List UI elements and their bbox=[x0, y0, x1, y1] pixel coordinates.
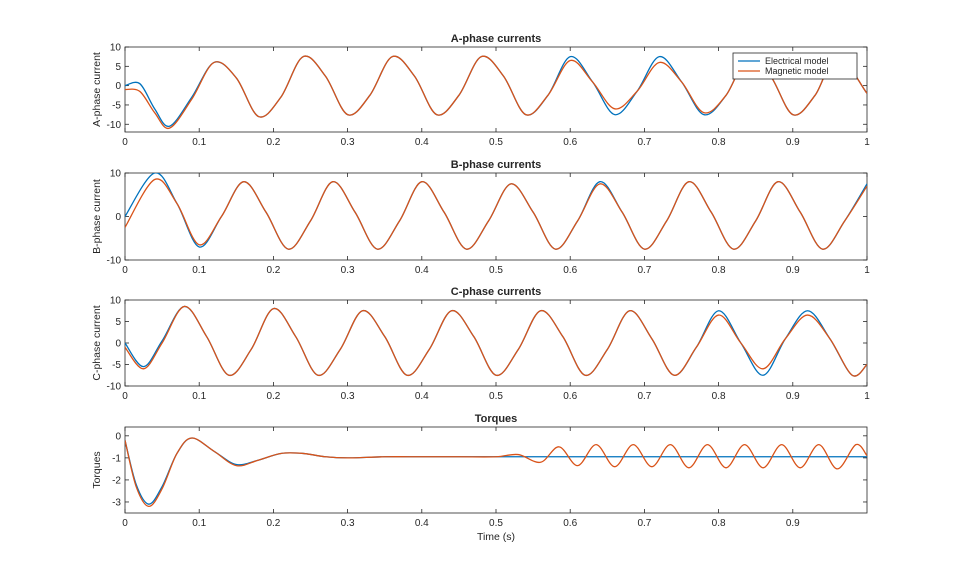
series-group bbox=[125, 305, 867, 377]
x-tick-label: 0.7 bbox=[637, 265, 651, 276]
y-tick-label: -1 bbox=[112, 453, 121, 464]
x-tick-label: 0.1 bbox=[192, 137, 206, 148]
subplot-2: 0 0.1 0.2 0.3 0.4 0.5 0.6 0.7 0.8 0.9 1100-10B-pha… bbox=[91, 159, 870, 276]
y-tick-label: -5 bbox=[112, 100, 121, 111]
y-tick-label: 0 bbox=[115, 339, 121, 350]
x-tick-label: 1 bbox=[864, 265, 870, 276]
x-tick-label: 0 bbox=[122, 391, 128, 402]
legend-label: Electrical model bbox=[765, 56, 829, 66]
x-tick-label: 0.8 bbox=[712, 265, 726, 276]
x-tick-label: 0.6 bbox=[563, 518, 577, 529]
y-tick-label: 0 bbox=[115, 81, 121, 92]
series-group bbox=[125, 437, 867, 508]
y-tick-label: -5 bbox=[112, 360, 121, 371]
series-line-magnetic-model bbox=[125, 178, 867, 250]
x-tick-label: 0.4 bbox=[415, 391, 429, 402]
y-tick-label: -10 bbox=[107, 256, 122, 267]
series-line-magnetic-model bbox=[125, 55, 867, 130]
subplot-title: A-phase currents bbox=[451, 33, 541, 45]
y-axis-label: Torques bbox=[91, 451, 103, 488]
x-tick-label: 0.5 bbox=[489, 137, 503, 148]
subplot-title: B-phase currents bbox=[451, 159, 541, 171]
x-tick-label: 0.8 bbox=[712, 518, 726, 529]
y-tick-label: 0 bbox=[115, 212, 121, 223]
series-line-magnetic-model bbox=[125, 305, 867, 377]
x-tick-label: 0.1 bbox=[192, 265, 206, 276]
y-tick-label: -2 bbox=[112, 475, 121, 486]
x-tick-label: 0.9 bbox=[786, 137, 800, 148]
x-tick-label: 1 bbox=[864, 137, 870, 148]
legend-box bbox=[732, 52, 858, 80]
x-tick-label: 0.1 bbox=[192, 518, 206, 529]
y-tick-label: -10 bbox=[107, 120, 122, 131]
x-tick-label: 0.2 bbox=[266, 137, 280, 148]
x-tick-label: 0.4 bbox=[415, 265, 429, 276]
y-axis-label: C-phase current bbox=[91, 305, 103, 380]
x-tick-label: 0.7 bbox=[637, 137, 651, 148]
x-tick-label: 0.3 bbox=[341, 265, 355, 276]
x-tick-label: 0 bbox=[122, 265, 128, 276]
x-tick-label: 0.3 bbox=[341, 137, 355, 148]
x-tick-label: 0.3 bbox=[341, 391, 355, 402]
x-tick-label: 0.2 bbox=[266, 518, 280, 529]
x-tick-label: 0.1 bbox=[192, 391, 206, 402]
x-tick-label: 0.2 bbox=[266, 265, 280, 276]
subplot-4: 0 0.1 0.2 0.3 0.4 0.5 0.6 0.7 0.8 0.9 0 -1 -2 -3 Torqu… bbox=[91, 413, 868, 543]
y-tick-label: 5 bbox=[115, 317, 121, 328]
subplot-title: Torques bbox=[475, 413, 518, 425]
x-tick-label: 0.7 bbox=[637, 518, 651, 529]
y-tick-label: 0 bbox=[115, 431, 121, 442]
y-axis-label: B-phase current bbox=[91, 179, 103, 254]
x-tick-label: 0.5 bbox=[489, 391, 503, 402]
x-tick-label: 0.8 bbox=[712, 391, 726, 402]
x-tick-label: 0.9 bbox=[786, 391, 800, 402]
y-tick-label: 10 bbox=[110, 43, 122, 54]
axes-frame bbox=[124, 172, 868, 261]
x-tick-label: 0 bbox=[122, 518, 128, 529]
series-group bbox=[125, 173, 867, 250]
y-tick-label: 10 bbox=[110, 169, 122, 180]
y-tick-label: 10 bbox=[110, 296, 122, 307]
legend-label: Magnetic model bbox=[765, 66, 829, 76]
x-axis-label: Time (s) bbox=[477, 531, 515, 543]
axes-frame bbox=[124, 299, 868, 387]
y-tick-label: -3 bbox=[112, 497, 121, 508]
axes-frame bbox=[124, 426, 868, 514]
subplot-3: 0 0.1 0.2 0.3 0.4 0.5 0.6 0.7 0.8 0.9 1 10 5 0 -5 -10 C-… bbox=[91, 286, 870, 402]
x-tick-label: 0.4 bbox=[415, 518, 429, 529]
x-tick-label: 0.6 bbox=[563, 265, 577, 276]
subplot-title: C-phase currents bbox=[451, 286, 541, 298]
x-tick-label: 0.7 bbox=[637, 391, 651, 402]
x-tick-label: 0.6 bbox=[563, 391, 577, 402]
x-tick-label: 0.9 bbox=[786, 265, 800, 276]
x-tick-label: 0.8 bbox=[712, 137, 726, 148]
subplot-1: 0 0.1 0.2 0.3 0.4 0.5 0.6 0.7 0.8 0.9 1 10 5 0 -5 -10 A-… bbox=[91, 33, 870, 148]
series-line-magnetic-model bbox=[125, 437, 867, 508]
x-tick-label: 0 bbox=[122, 137, 128, 148]
series-group bbox=[125, 55, 867, 130]
y-tick-label: 5 bbox=[115, 62, 121, 73]
y-axis-label: A-phase current bbox=[91, 52, 103, 127]
y-tick-label: -10 bbox=[107, 382, 122, 393]
x-tick-label: 0.4 bbox=[415, 137, 429, 148]
x-tick-label: 0.2 bbox=[266, 391, 280, 402]
x-tick-label: 1 bbox=[864, 391, 870, 402]
x-tick-label: 0.3 bbox=[341, 518, 355, 529]
x-tick-label: 0.5 bbox=[489, 518, 503, 529]
x-tick-label: 0.6 bbox=[563, 137, 577, 148]
x-tick-label: 0.9 bbox=[786, 518, 800, 529]
x-tick-label: 0.5 bbox=[489, 265, 503, 276]
